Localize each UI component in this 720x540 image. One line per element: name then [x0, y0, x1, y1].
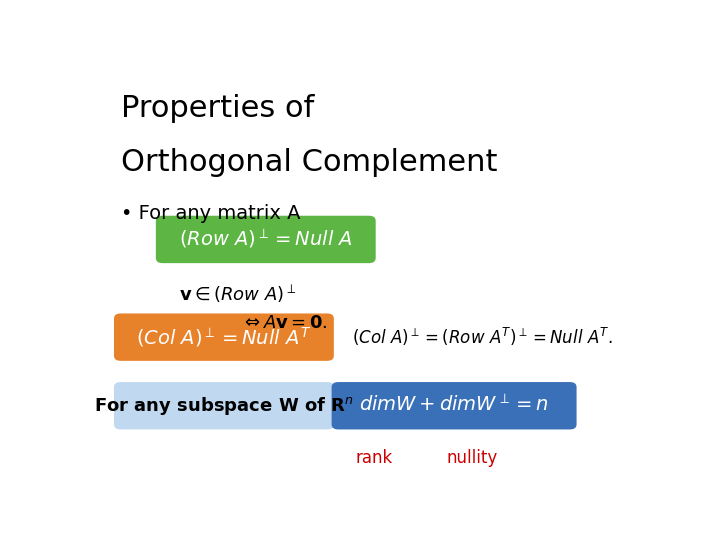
- Text: $(Col\ A)^{\perp} = (Row\ A^{T})^{\perp} = Null\ A^{T}.$: $(Col\ A)^{\perp} = (Row\ A^{T})^{\perp}…: [352, 326, 613, 348]
- Text: $dimW + dimW^{\perp} = n$: $dimW + dimW^{\perp} = n$: [359, 395, 549, 416]
- Text: nullity: nullity: [446, 449, 498, 468]
- FancyBboxPatch shape: [114, 313, 334, 361]
- FancyBboxPatch shape: [332, 382, 577, 429]
- Text: $\mathbf{v} \in (Row\ A)^{\perp}$: $\mathbf{v} \in (Row\ A)^{\perp}$: [179, 283, 297, 305]
- Text: For any subspace W of R$^{n}$: For any subspace W of R$^{n}$: [94, 395, 354, 417]
- Text: $(Col\ A)^{\perp} = Null\ A^{T}$: $(Col\ A)^{\perp} = Null\ A^{T}$: [136, 325, 312, 349]
- FancyBboxPatch shape: [156, 216, 376, 263]
- Text: • For any matrix A: • For any matrix A: [121, 204, 300, 223]
- Text: $(Row\ A)^{\perp} = Null\ A$: $(Row\ A)^{\perp} = Null\ A$: [179, 228, 353, 251]
- Text: $\Leftrightarrow A\mathbf{v} = \mathbf{0}.$: $\Leftrightarrow A\mathbf{v} = \mathbf{0…: [240, 314, 327, 332]
- Text: rank: rank: [356, 449, 393, 468]
- Text: Properties of: Properties of: [121, 94, 314, 123]
- FancyBboxPatch shape: [114, 382, 334, 429]
- Text: Orthogonal Complement: Orthogonal Complement: [121, 148, 498, 177]
